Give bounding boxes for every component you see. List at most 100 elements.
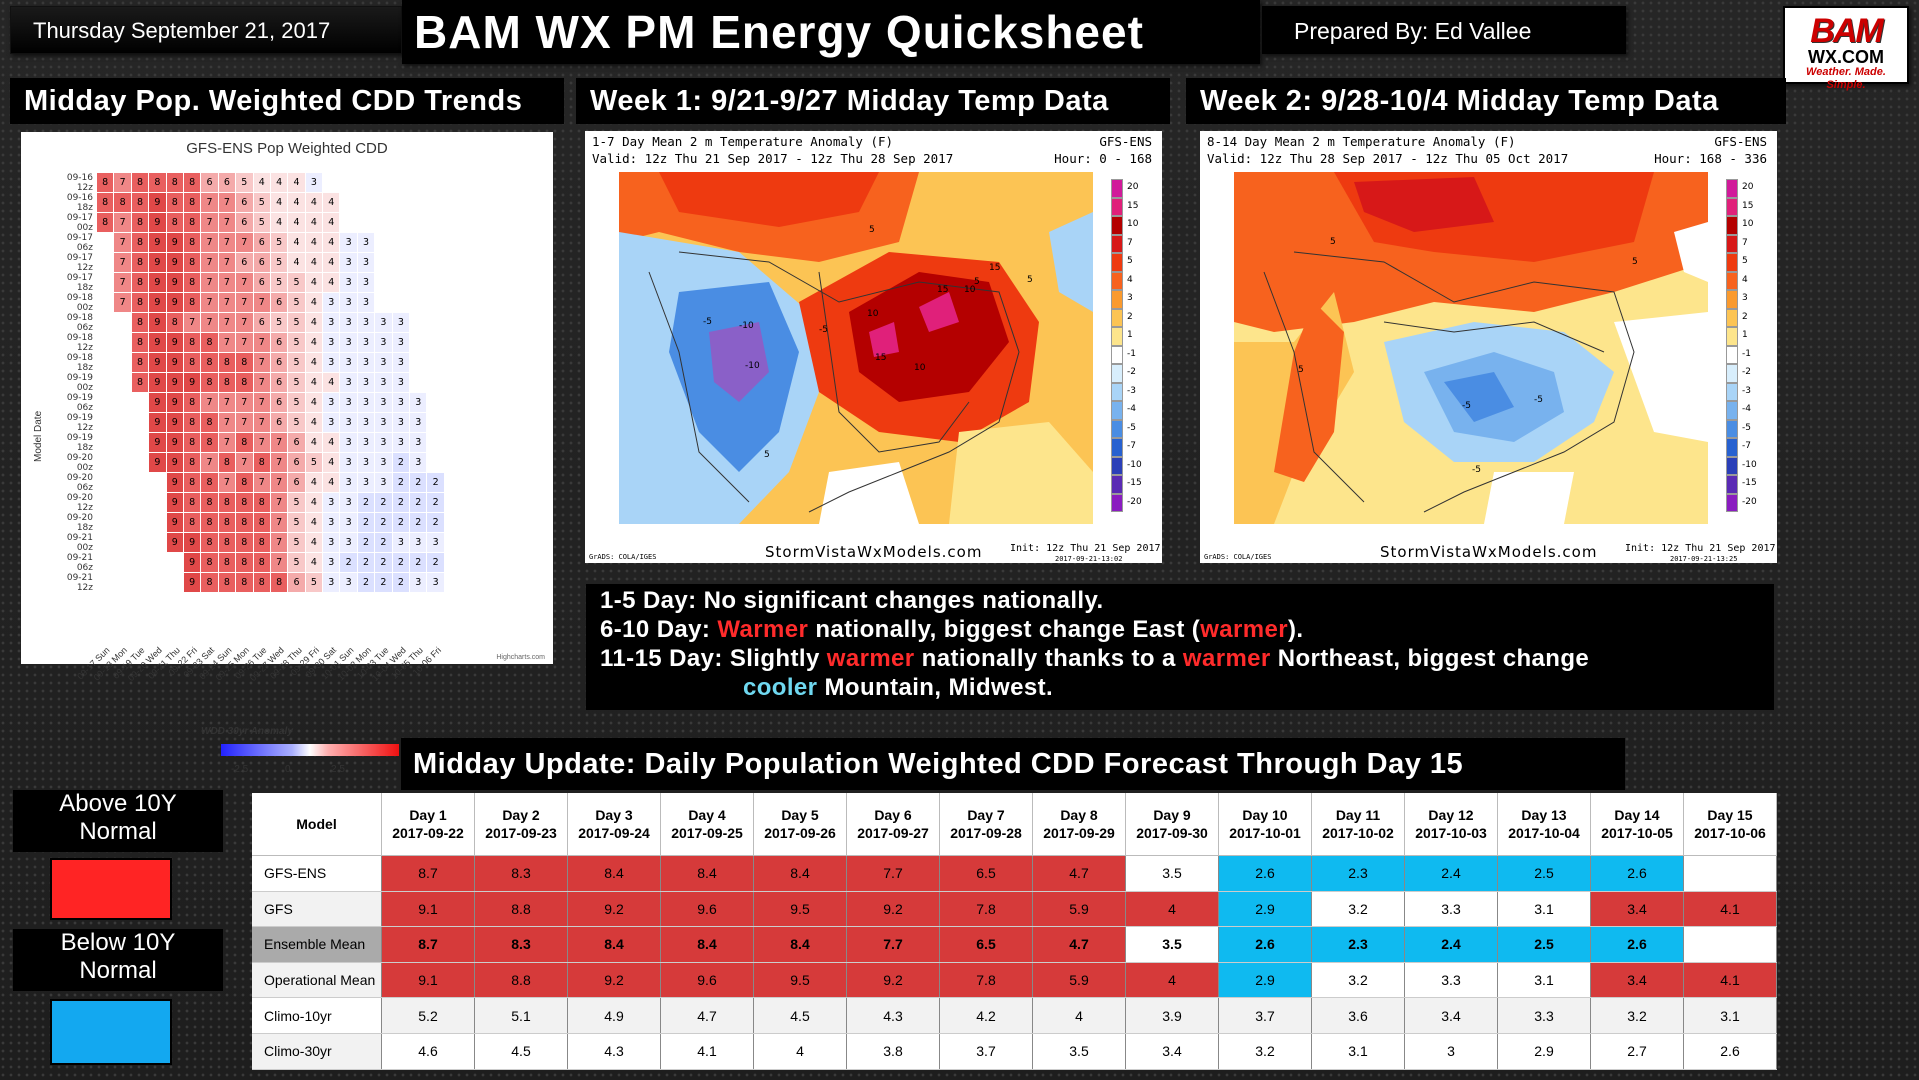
heatmap-cell: 8 [182,292,202,313]
map2-init: Init: 12z Thu 21 Sep 2017 [1625,543,1776,554]
summary-line-1: 1-5 Day: No significant changes national… [600,587,1104,614]
heatmap-cell [322,172,341,193]
heatmap-cell: 9 [165,372,184,393]
heatmap-cell: 5 [287,352,306,373]
map2-stamp: 2017-09-21-13:25 [1670,555,1738,563]
heatmap-cell: 3 [322,552,341,573]
heatmap-cell [113,372,132,393]
heatmap-cell: 8 [165,192,184,213]
heatmap-cell: 3 [426,572,445,593]
cdd-value-cell: 3.5 [1125,855,1219,892]
heatmap-cell: 6 [252,252,271,273]
heatmap-cell: 8 [182,212,202,233]
heatmap-cell: 7 [217,272,237,293]
heatmap-cell: 6 [235,192,254,213]
heatmap-cell: 9 [182,552,202,573]
heatmap-cell: 7 [217,432,237,453]
heatmap-cell: 3 [374,352,393,373]
heatmap-cell: 4 [304,552,324,573]
highcharts-credit[interactable]: Highcharts.com [496,654,545,661]
heatmap-cell [113,492,132,513]
map1-contour-label: -10 [745,361,760,371]
colorbar-label: -1 [1127,348,1136,359]
heatmap-cell: 3 [409,412,428,433]
heatmap-cell: 8 [217,512,237,533]
map2-contour-label: -5 [1534,395,1543,405]
heatmap-cell [426,192,445,213]
heatmap-cell: 8 [130,352,150,373]
cdd-value-cell: 2.9 [1218,962,1312,999]
cdd-value-cell: 2.6 [1218,855,1312,892]
heatmap-cell: 6 [269,292,289,313]
heatmap-cell: 8 [182,392,202,413]
cdd-value-cell: 2.5 [1497,855,1591,892]
heatmap-cell: 3 [391,432,411,453]
heatmap-cell: 6 [287,452,306,473]
heatmap-cell: 9 [148,292,167,313]
heatmap-cell: 3 [322,312,341,333]
heatmap-cell: 3 [374,372,393,393]
cdd-table-row: Operational Mean 9.1 8.8 9.2 9.6 9.5 9.2 7.8 5.9… [252,962,1777,999]
heatmap-cell [113,392,132,413]
model-header: Model [252,793,382,856]
heatmap-cell [374,172,393,193]
cdd-value-cell: 7.7 [846,855,940,892]
heatmap-cell: 7 [182,312,202,333]
heatmap-cell: 3 [322,332,341,353]
heatmap-cell [113,572,132,593]
heatmap-cell: 3 [374,432,393,453]
heatmap-row: 09-18 06z 8 9 8 7 7 7 7 6 5 5 4 3 3 3 3 3 [51,312,445,333]
heatmap-cell: 2 [409,552,428,573]
cdd-value-cell: 4.5 [474,1033,568,1070]
heatmap-row: 09-21 00z 9 9 8 8 8 8 7 5 4 3 3 2 2 3 3 3 [51,532,445,553]
heatmap-cell: 3 [356,272,376,293]
heatmap-cell [130,552,150,573]
heatmap-cell: 8 [200,412,219,433]
day-header: Day 1 2017-09-22 [381,793,475,856]
heatmap-cell: 3 [339,312,358,333]
heatmap-cell: 3 [356,472,376,493]
heatmap-cell [95,532,115,553]
heatmap-cell [95,552,115,573]
heatmap-cell: 2 [356,552,376,573]
heatmap-cell: 4 [304,252,324,273]
heatmap-cell: 8 [130,332,150,353]
heatmap-cell [374,252,393,273]
heatmap-cell: 5 [287,492,306,513]
colorbar-label: -15 [1742,478,1757,488]
cdd-value-cell: 4.3 [846,997,940,1034]
heatmap-cell [409,192,428,213]
heatmap-cell: 8 [235,552,254,573]
heatmap-cell [374,232,393,253]
heatmap-title: GFS-ENS Pop Weighted CDD [186,140,388,157]
cdd-value-cell: 8.4 [660,855,754,892]
colorbar-label: -5 [1127,422,1136,433]
heatmap-cell [391,252,411,273]
heatmap-cell: 4 [287,252,306,273]
heatmap-cell: 8 [252,532,271,553]
map2-contour-label: 5 [1330,237,1336,247]
heatmap-row-label: 09-21 00z [66,532,93,553]
heatmap-cell: 9 [165,252,184,273]
cdd-value-cell: 3.2 [1590,997,1684,1034]
heatmap-cell: 5 [287,332,306,353]
heatmap-cell: 8 [235,372,254,393]
heatmap-legend-bar [221,744,399,756]
heatmap-cell [426,172,445,193]
colorbar-segment [1111,438,1123,457]
heatmap-cell: 3 [339,252,358,273]
heatmap-cell: 3 [339,472,358,493]
heatmap-row-label: 09-19 06z [66,392,93,413]
bamwx-logo[interactable]: BAM WX.COM Weather. Made. Simple. [1783,6,1909,91]
heatmap-cell: 5 [235,172,254,193]
colorbar-segment [1111,382,1123,401]
heatmap-cell [130,452,150,473]
heatmap-cell: 8 [130,292,150,313]
heatmap-cell [356,172,376,193]
heatmap-cell: 9 [182,532,202,553]
cdd-value-cell: 3.3 [1497,997,1591,1034]
cdd-value-cell: 8.7 [381,926,475,963]
heatmap-cell: 4 [322,452,341,473]
colorbar-label: -7 [1742,441,1751,451]
heatmap-cell: 3 [374,392,393,413]
